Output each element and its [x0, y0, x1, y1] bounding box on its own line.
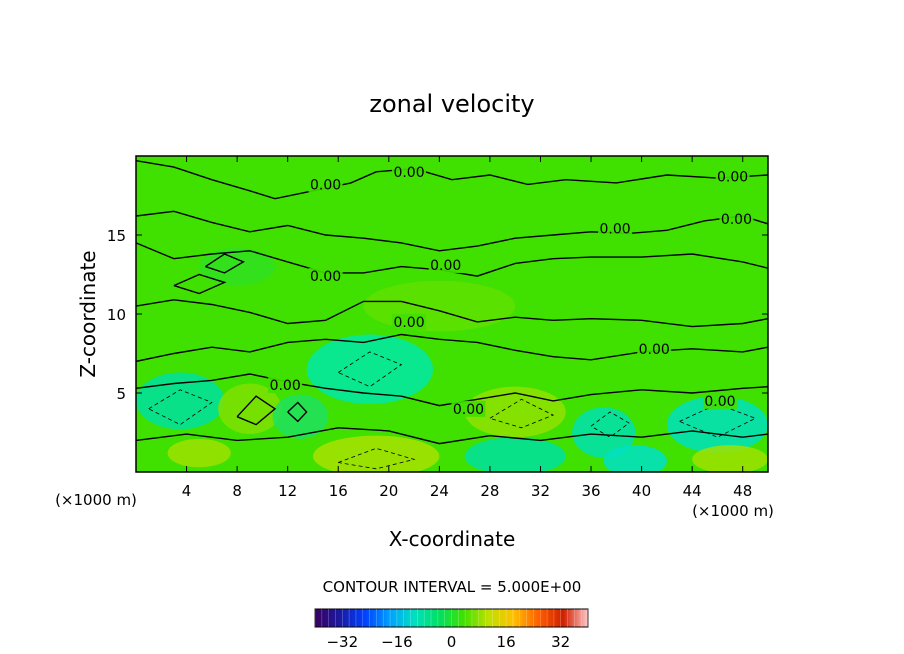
contour-label-bg — [719, 211, 754, 228]
y-axis-label: Z-coordinate — [76, 250, 100, 377]
field-blob — [218, 383, 282, 435]
zero-contour — [136, 427, 768, 445]
x-tick-label: 4 — [182, 482, 192, 500]
x-tick-label: 40 — [632, 482, 651, 500]
colorbar-tick-label: 32 — [551, 633, 570, 651]
contour-label: 0.00 — [430, 258, 461, 274]
field-blob — [306, 334, 434, 405]
zero-contour — [136, 373, 768, 407]
contour-label: 0.00 — [393, 315, 424, 331]
contour-labels: 0.00 0.00 0.00 0.00 0.00 0.00 0.00 0.00 0.00 0.00… — [268, 163, 754, 418]
zero-contour — [136, 210, 768, 252]
colorbar-scale — [314, 608, 589, 628]
chart-title: zonal velocity — [369, 90, 534, 118]
negative-contour — [489, 398, 555, 429]
field-blob — [464, 437, 566, 472]
contour-label: 0.00 — [393, 165, 424, 181]
y-tick-label: 5 — [116, 385, 126, 403]
x-tick-label: 16 — [329, 482, 348, 500]
x-tick-label: 32 — [531, 482, 550, 500]
negative-contour — [590, 411, 630, 438]
zero-contour — [236, 395, 277, 426]
field-blob — [363, 280, 516, 332]
contour-label-bg — [715, 168, 750, 185]
x-axis-ticks: 4 8 12 16 20 24 28 32 36 40 44 48 — [182, 156, 752, 500]
x-tick-label: 8 — [232, 482, 242, 500]
colorbar-tick-label: 16 — [497, 633, 516, 651]
contour-label: 0.00 — [717, 170, 748, 186]
contour-label: 0.00 — [310, 177, 341, 193]
contour-label: 0.00 — [453, 402, 484, 418]
x-tick-label: 20 — [379, 482, 398, 500]
contour-label-bg — [392, 163, 427, 180]
negative-contour — [338, 447, 416, 470]
field-blob — [666, 396, 768, 454]
y-tick-label: 10 — [107, 306, 126, 324]
zero-contour — [136, 299, 768, 328]
contour-label: 0.00 — [599, 222, 630, 238]
x-tick-label: 28 — [480, 482, 499, 500]
colorbar-tick-label: −16 — [381, 633, 413, 651]
x-tick-label: 12 — [278, 482, 297, 500]
x-unit-right: (×1000 m) — [692, 502, 774, 520]
field-blob — [464, 386, 566, 438]
contour-label: 0.00 — [270, 378, 301, 394]
contour-label: 0.00 — [704, 394, 735, 410]
field-blob — [167, 438, 231, 468]
field-blob — [572, 407, 636, 458]
velocity-field — [136, 247, 768, 472]
contour-label: 0.00 — [721, 212, 752, 228]
x-tick-label: 36 — [581, 482, 600, 500]
contour-label-bg — [451, 400, 486, 417]
contour-label: 0.00 — [639, 342, 670, 358]
field-blob — [136, 372, 225, 430]
zero-contour — [287, 401, 308, 423]
x-tick-label: 24 — [430, 482, 449, 500]
field-blob — [692, 445, 768, 472]
contour-label-bg — [308, 268, 343, 285]
negative-contour — [337, 351, 403, 388]
contour-label-bg — [598, 220, 633, 237]
negative-contour — [148, 389, 213, 426]
contour-label-bg — [637, 340, 672, 357]
x-tick-label: 48 — [733, 482, 752, 500]
field-blob — [603, 445, 667, 472]
colorbar-ticks: −32 −16 0 16 32 — [326, 633, 570, 651]
contour-label-bg — [268, 377, 303, 394]
contour-label-bg — [702, 392, 737, 409]
contour-label-bg — [308, 176, 343, 193]
colorbar-tick-label: 0 — [447, 633, 457, 651]
plot-area: 0.00 0.00 0.00 0.00 0.00 0.00 0.00 0.00 0.00 0.00… — [135, 155, 769, 473]
colorbar-tick-label: −32 — [326, 633, 358, 651]
y-tick-label: 15 — [107, 227, 126, 245]
x-axis-label: X-coordinate — [389, 527, 516, 551]
contour-label: 0.00 — [310, 269, 341, 285]
y-axis-ticks: 5 10 15 — [107, 227, 768, 403]
contour-label-bg — [428, 257, 463, 274]
field-blob — [199, 247, 276, 286]
zero-contour — [173, 273, 227, 295]
colorbar-stripes — [314, 609, 589, 627]
colorbar: −32 −16 0 16 32 — [314, 608, 589, 651]
field-blob — [312, 435, 440, 472]
zero-contour — [205, 253, 245, 274]
x-unit-left: (×1000 m) — [55, 491, 137, 509]
x-tick-label: 44 — [683, 482, 702, 500]
contour-label-bg — [392, 313, 427, 330]
field-blob — [272, 394, 329, 439]
contour-interval-text: CONTOUR INTERVAL = 5.000E+00 — [323, 578, 582, 596]
